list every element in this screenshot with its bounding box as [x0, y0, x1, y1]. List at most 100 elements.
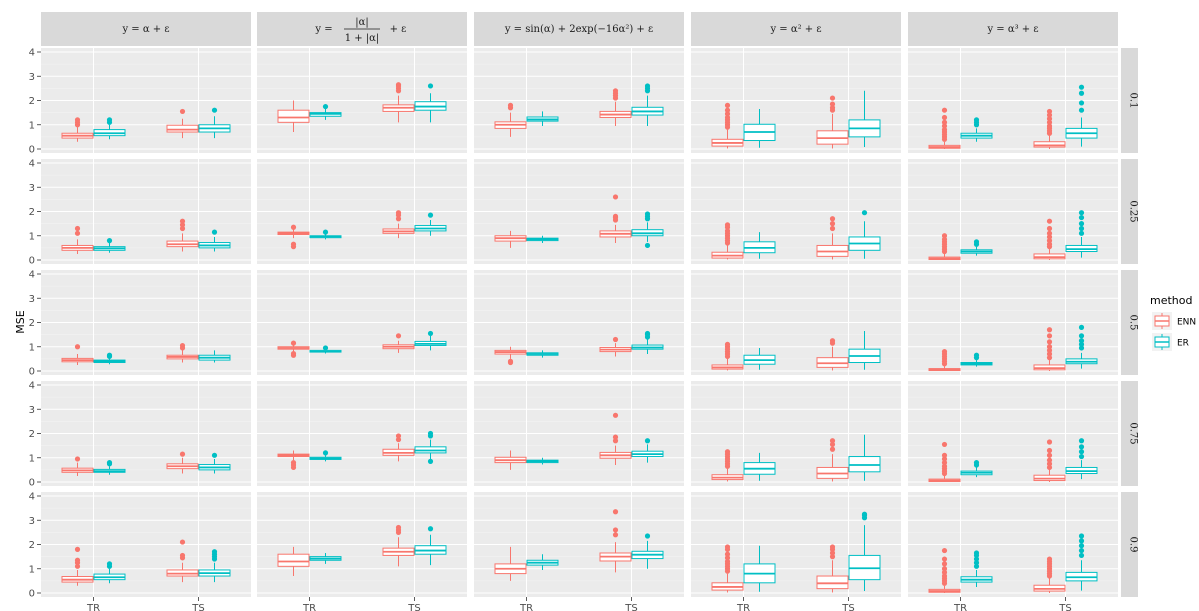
box-er — [93, 561, 126, 584]
outlier-point — [941, 236, 948, 242]
outlier-point — [395, 210, 402, 216]
outlier-point — [861, 210, 868, 216]
outlier-point — [612, 88, 619, 94]
legend-item-enn: ENN — [1152, 312, 1196, 330]
outlier-point — [179, 222, 186, 228]
panel — [474, 159, 684, 264]
box-enn — [599, 509, 632, 573]
y-tick-label: 1 — [29, 564, 35, 575]
outlier-point — [1046, 238, 1053, 244]
outlier-point — [74, 456, 81, 462]
outlier-point — [644, 330, 651, 337]
outlier-point — [973, 550, 980, 556]
outlier-point — [1046, 218, 1053, 224]
outlier-point — [612, 509, 619, 515]
outlier-point — [829, 554, 836, 560]
outlier-point — [724, 544, 731, 550]
outlier-point — [1078, 543, 1085, 549]
column-strip: y = |α| 1 + |α| + ε — [257, 12, 467, 46]
outlier-point — [1078, 225, 1085, 232]
panel — [691, 492, 901, 597]
outlier-point — [211, 107, 218, 113]
strip-label: y = α + ε — [121, 24, 169, 35]
outlier-point — [211, 549, 218, 555]
panel — [474, 381, 684, 486]
y-tick-label: 4 — [29, 48, 35, 59]
panel — [474, 48, 684, 153]
box-enn — [711, 341, 744, 371]
panel — [691, 48, 901, 153]
x-tick-label: TR — [86, 603, 100, 611]
y-tick-label: 3 — [29, 405, 35, 416]
y-tick-label: 0 — [29, 478, 35, 489]
y-tick-label: 0 — [29, 367, 35, 378]
box-enn — [277, 450, 310, 471]
outlier-point — [724, 102, 731, 108]
outlier-point — [106, 352, 113, 358]
x-tick-label: TR — [953, 603, 967, 611]
outlier-point — [290, 224, 297, 230]
outlier-point — [973, 560, 980, 566]
outlier-point — [290, 350, 297, 357]
outlier-point — [1046, 333, 1053, 339]
outlier-point — [179, 225, 186, 232]
outlier-point — [1046, 447, 1053, 454]
box-enn — [816, 338, 849, 371]
outlier-point — [1046, 464, 1053, 471]
panel — [691, 159, 901, 264]
outlier-point — [507, 358, 514, 364]
box-iqr — [166, 124, 199, 133]
outlier-point — [941, 123, 948, 129]
panel — [908, 48, 1118, 153]
strip-label: y = α³ + ε — [986, 24, 1038, 35]
box-enn — [61, 117, 94, 142]
x-tick-label: TR — [519, 603, 533, 611]
box-enn — [277, 340, 310, 358]
outlier-point — [1078, 341, 1085, 347]
outlier-point — [1078, 533, 1085, 539]
column-strip: y = α + ε — [41, 12, 251, 46]
outlier-point — [1078, 538, 1085, 544]
outlier-point — [724, 558, 731, 565]
strip-label-denominator: 1 + |α| — [345, 33, 380, 44]
outlier-point — [427, 526, 434, 532]
row-strip-label: 0.25 — [1128, 200, 1139, 222]
strip-label: y = — [314, 24, 332, 35]
box-er — [198, 350, 231, 363]
panel — [257, 270, 467, 375]
row-strip-label: 0.5 — [1128, 315, 1139, 331]
outlier-point — [211, 229, 218, 235]
column-strip: y = α³ + ε — [908, 12, 1118, 46]
outlier-point — [941, 127, 948, 133]
box-enn — [1033, 218, 1066, 260]
outlier-point — [724, 449, 731, 455]
outlier-point — [1046, 339, 1053, 345]
box-enn — [816, 216, 849, 260]
outlier-point — [724, 107, 731, 113]
y-tick-label: 1 — [29, 120, 35, 131]
row-strip: 0.9 — [1121, 492, 1139, 597]
box-iqr — [277, 109, 310, 123]
outlier-point — [1078, 214, 1085, 221]
box-er — [1065, 210, 1098, 258]
outlier-point — [1046, 241, 1053, 247]
outlier-point — [179, 552, 186, 559]
box-er — [309, 229, 342, 240]
y-tick-label: 4 — [29, 381, 35, 392]
x-tick-label: TR — [736, 603, 750, 611]
outlier-point — [427, 83, 434, 89]
y-tick-label: 2 — [29, 540, 35, 551]
box-er — [309, 552, 342, 564]
outlier-point — [1046, 355, 1053, 361]
outlier-point — [427, 430, 434, 437]
strip-label: y = α² + ε — [769, 24, 821, 35]
outlier-point — [427, 212, 434, 218]
outlier-point — [74, 225, 81, 232]
y-tick-label: 2 — [29, 207, 35, 218]
row-strip-label: 0.75 — [1128, 422, 1139, 444]
y-tick-label: 0 — [29, 589, 35, 600]
box-enn — [928, 441, 961, 483]
outlier-point — [941, 547, 948, 554]
outlier-point — [507, 102, 514, 108]
outlier-point — [829, 225, 836, 232]
